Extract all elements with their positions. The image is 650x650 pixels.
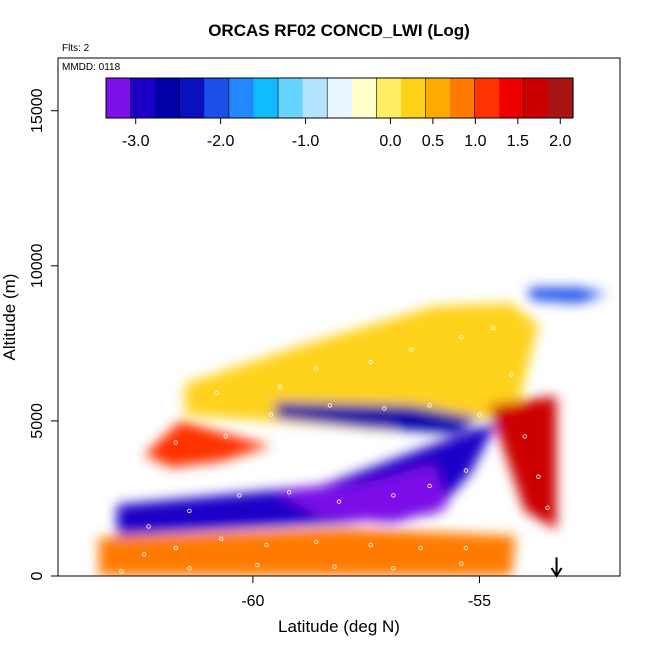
colorbar-swatch [106,78,132,118]
obs-point [327,403,333,408]
obs-point [237,493,242,498]
obs-point [382,406,387,411]
colorbar-swatch [228,78,255,118]
heatmap-region-1 [184,303,539,431]
obs-point [336,499,342,504]
colorbar-tick-label: 0.5 [422,133,444,150]
heatmap-region-3 [488,396,557,530]
obs-point [427,403,432,408]
y-axis-label: Altitude (m) [0,274,19,361]
date-note: MMDD: 0118 [62,62,121,73]
colorbar-tick-label: -2.0 [207,133,235,150]
plot-frame [57,57,621,577]
colorbar-swatch [499,78,525,118]
colorbar-swatch [155,78,181,118]
obs-point [391,566,396,571]
obs-point [141,552,147,557]
obs-point [391,493,396,498]
obs-point [214,390,219,396]
colorbar-swatch [278,78,304,118]
obs-point [563,378,568,383]
colorbar-swatch [376,78,402,118]
colorbar-swatch [302,78,328,118]
obs-point [368,359,373,365]
colorbar-swatch [130,78,156,118]
flights-note: Flts: 2 [62,43,90,54]
obs-point [255,562,260,568]
colorbar-tick-label: -3.0 [122,133,150,150]
colorbar-swatch [253,78,279,118]
x-axis: -60 -55 [241,576,491,610]
obs-point [459,561,464,566]
observation-points [119,290,618,574]
obs-point [146,524,151,529]
obs-point [477,412,482,417]
obs-point [409,347,414,352]
y-tick-label: 0 [29,571,46,580]
obs-point [314,366,319,371]
heatmap-region-5 [275,464,448,524]
obs-point [173,545,178,551]
heatmap-region-9 [529,287,607,303]
obs-point [463,545,469,551]
colorbar-tick-label: 1.0 [464,133,486,150]
plot-area [98,287,618,576]
obs-point [509,372,514,377]
y-tick-label: 15000 [29,88,46,133]
heatmap-regions [98,287,607,576]
colorbar-tick-label: 1.5 [507,133,529,150]
obs-point [427,483,432,489]
obs-point [286,490,292,495]
colorbar-swatch [474,78,500,118]
obs-point [187,508,192,514]
colorbar-swatch [450,78,476,118]
flight-end-marker [550,557,563,578]
heatmap-region-2 [144,420,271,468]
obs-point [545,505,550,510]
y-tick-label: 5000 [29,403,46,439]
colorbar-frame [105,77,574,119]
obs-point [522,434,527,439]
obs-point [173,440,178,445]
obs-point [268,412,274,417]
obs-point [314,539,319,545]
obs-point [368,542,373,548]
obs-point [332,564,337,569]
colorbar-tick-label: -1.0 [292,133,320,150]
colorbar-swatch [351,78,377,118]
colorbar-swatch [179,78,205,118]
obs-point [223,434,228,439]
colorbar-swatch [425,78,451,118]
colorbar-tick-label: 2.0 [549,133,571,150]
chart-title: ORCAS RF02 CONCD_LWI (Log) [208,21,470,40]
colorbar-tick-label: 0.0 [379,133,401,150]
obs-point [187,566,192,571]
obs-point [490,325,496,331]
obs-point [613,290,618,295]
x-tick-label: -60 [241,593,264,610]
arrow-head [550,567,563,578]
obs-point [463,468,469,473]
x-tick-label: -55 [468,593,491,610]
obs-point [418,545,423,551]
heatmap-region-6 [275,402,480,434]
y-axis: 0 5000 10000 15000 [29,88,58,580]
obs-point [536,474,541,479]
x-axis-label: Latitude (deg N) [278,617,400,636]
colorbar-swatch [327,78,353,118]
obs-point [119,569,124,574]
obs-point [277,384,283,389]
heatmap-region-8 [98,527,516,576]
y-tick-label: 10000 [29,243,46,288]
colorbar-swatch [204,78,230,118]
obs-point [459,335,464,340]
obs-point [264,542,269,548]
colorbar: -3.0 -2.0 -1.0 0.0 0.5 1.0 1.5 2.0 [105,77,574,150]
colorbar-swatch [400,78,427,118]
obs-point [218,536,224,541]
colorbar-swatch [523,78,550,118]
colorbar-swatch [548,78,574,118]
obs-point [595,341,600,346]
